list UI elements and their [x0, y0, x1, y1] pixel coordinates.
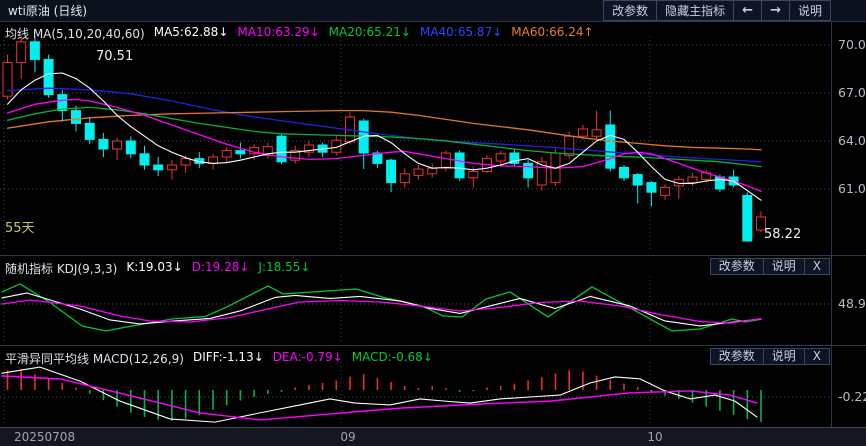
legend-diff-value: DIFF:-1.13↓ — [193, 350, 264, 367]
candle-body — [72, 111, 81, 124]
macd-panel-buttons: 改参数 说明 X — [711, 348, 830, 365]
kdj-lines — [2, 284, 761, 331]
legend-k-value: K:19.03↓ — [126, 260, 182, 277]
indicator-line — [2, 367, 757, 422]
candle-body — [181, 159, 190, 165]
chart-title: wti原油 (日线) — [0, 2, 87, 19]
y-axis-tick: 61.00 — [838, 181, 866, 196]
y-axis-tick: 70.00 — [838, 37, 866, 52]
kdj-panel: 随机指标 KDJ(9,3,3)K:19.03↓D:19.28↓J:18.55↓ … — [0, 255, 866, 345]
legend-ma40-value: MA40:65.87↓ — [420, 25, 502, 42]
kdj-help-button[interactable]: 说明 — [763, 258, 805, 275]
y-axis-tick: 64.00 — [838, 133, 866, 148]
kdj-legend: 随机指标 KDJ(9,3,3) K:19.03↓ D:19.28↓ J:18.55↓ — [5, 260, 310, 277]
legend-ma20-value: MA20:65.21↓ — [329, 25, 411, 42]
change-params-button[interactable]: 改参数 — [603, 0, 657, 21]
candle-body — [277, 136, 286, 162]
title-bar: wti原油 (日线) 改参数 隐藏主指标 ← → 说明 — [0, 0, 866, 22]
indicator-line — [2, 293, 761, 326]
y-axis-tick: 48.93 — [838, 296, 866, 311]
candlestick-chart: 70.00 67.00 64.00 61.00 70.51 58.22 55天 — [0, 22, 866, 255]
candle-body — [414, 169, 423, 175]
candle-body — [606, 125, 615, 168]
candle-body — [620, 167, 629, 177]
candle-body — [140, 154, 149, 165]
main-legend: 均线 MA(5,10,20,40,60) MA5:62.88↓ MA10:63.29… — [5, 25, 594, 42]
candle-body — [524, 163, 533, 177]
hide-main-indicator-button[interactable]: 隐藏主指标 — [656, 0, 734, 21]
macd-legend: 平滑异同平均线 MACD(12,26,9) DIFF:-1.13↓ DEA:-0.7… — [5, 350, 433, 367]
indicator-line — [2, 300, 761, 323]
candle-body — [743, 195, 752, 241]
legend-j-value: J:18.55↓ — [258, 260, 310, 277]
x-axis-label: 20250708 — [14, 430, 75, 444]
candle-body — [167, 165, 176, 170]
arrow-right-icon[interactable]: → — [761, 0, 790, 21]
legend-macd-params: 平滑异同平均线 MACD(12,26,9) — [5, 350, 184, 367]
candle-body — [236, 151, 245, 154]
macd-panel: 平滑异同平均线 MACD(12,26,9) DIFF:-1.13↓ DEA:-0.7… — [0, 345, 866, 427]
candles-and-mas — [3, 37, 766, 242]
axis-separator — [831, 22, 832, 427]
candle-body — [565, 136, 574, 155]
legend-macd-value: MACD:-0.68↓ — [352, 350, 433, 367]
legend-d-value: D:19.28↓ — [192, 260, 250, 277]
indicator-line — [8, 88, 762, 162]
macd-plot — [2, 367, 761, 422]
kdj-close-button[interactable]: X — [804, 258, 830, 275]
candle-body — [387, 160, 396, 182]
candle-body — [455, 153, 464, 178]
legend-ma-params: 均线 MA(5,10,20,40,60) — [5, 25, 145, 42]
period-high-label: 70.51 — [96, 49, 133, 64]
candle-body — [209, 157, 218, 163]
macd-close-button[interactable]: X — [804, 348, 830, 365]
candle-body — [17, 42, 26, 63]
titlebar-buttons: 改参数 隐藏主指标 ← → 说明 — [604, 0, 831, 21]
candle-body — [126, 141, 135, 154]
candle-body — [30, 42, 39, 60]
candle-body — [496, 154, 505, 161]
x-axis-label: 09 — [340, 430, 355, 444]
days-count-label: 55天 — [5, 221, 35, 236]
indicator-line — [2, 284, 761, 331]
candle-body — [99, 139, 108, 149]
candle-body — [592, 130, 601, 136]
candle-body — [441, 153, 450, 168]
legend-ma5-value: MA5:62.88↓ — [154, 25, 229, 42]
kdj-change-params-button[interactable]: 改参数 — [710, 258, 764, 275]
candle-body — [222, 151, 231, 157]
candle-body — [469, 171, 478, 177]
legend-kdj-params: 随机指标 KDJ(9,3,3) — [5, 260, 117, 277]
kdj-panel-buttons: 改参数 说明 X — [711, 258, 830, 275]
y-axis-tick: 67.00 — [838, 85, 866, 100]
candle-body — [633, 175, 642, 185]
candle-body — [428, 168, 437, 174]
candle-body — [647, 183, 656, 193]
candle-body — [578, 129, 587, 136]
chart-application: wti原油 (日线) 改参数 隐藏主指标 ← → 说明 均线 MA(5,10,2… — [0, 0, 866, 446]
candle-body — [154, 165, 163, 170]
candle-body — [44, 59, 53, 94]
legend-dea-value: DEA:-0.79↓ — [273, 350, 343, 367]
candle-body — [715, 177, 724, 189]
y-axis-tick: -0.22 — [838, 389, 866, 404]
last-price-label: 58.22 — [764, 227, 801, 242]
candle-body — [113, 141, 122, 149]
macd-change-params-button[interactable]: 改参数 — [710, 348, 764, 365]
candle-body — [400, 174, 409, 183]
x-axis-label: 10 — [647, 430, 662, 444]
arrow-left-icon[interactable]: ← — [733, 0, 762, 21]
time-axis: 20250708 09 10 — [0, 427, 866, 446]
candle-body — [688, 177, 697, 183]
main-chart-panel: 均线 MA(5,10,20,40,60) MA5:62.88↓ MA10:63.29… — [0, 22, 866, 255]
help-button[interactable]: 说明 — [789, 0, 831, 21]
legend-ma60-value: MA60:66.24↑ — [511, 25, 593, 42]
candle-body — [85, 123, 94, 139]
indicator-line — [2, 376, 757, 420]
macd-help-button[interactable]: 说明 — [763, 348, 805, 365]
candle-body — [661, 187, 670, 195]
legend-ma10-value: MA10:63.29↓ — [237, 25, 319, 42]
